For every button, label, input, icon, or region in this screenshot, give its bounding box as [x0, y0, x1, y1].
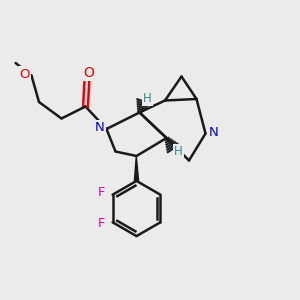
Text: F: F [98, 217, 105, 230]
Text: O: O [20, 68, 30, 81]
Text: H: H [174, 145, 183, 158]
Text: N: N [95, 121, 105, 134]
Polygon shape [134, 156, 139, 181]
Text: F: F [98, 186, 105, 199]
Text: N: N [209, 125, 219, 139]
Text: H: H [143, 92, 152, 105]
Text: O: O [83, 66, 94, 80]
